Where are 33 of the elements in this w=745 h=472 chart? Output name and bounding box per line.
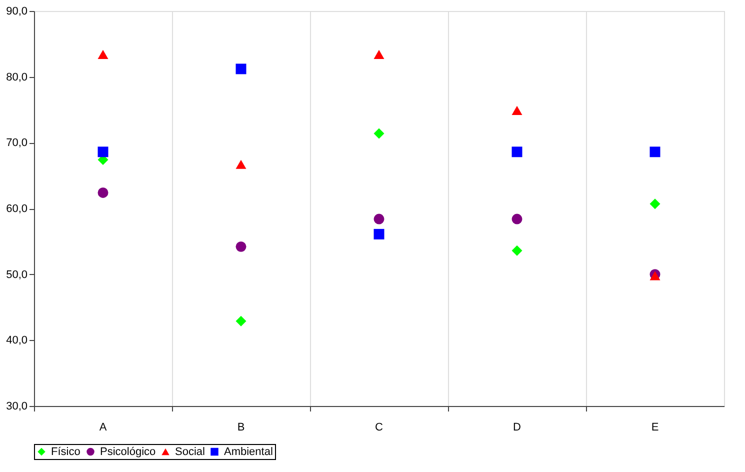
legend-label: Psicológico — [100, 446, 156, 458]
y-tick-label: 70,0 — [6, 137, 28, 150]
point — [374, 50, 384, 59]
point — [98, 187, 108, 198]
y-tick-label: 50,0 — [6, 268, 28, 281]
y-tick-label: 30,0 — [6, 400, 28, 412]
point — [374, 228, 384, 240]
y-tick-label: 60,0 — [6, 203, 28, 215]
point — [236, 64, 246, 74]
legend-label: Social — [175, 446, 205, 458]
x-tick-label: C — [375, 422, 384, 434]
y-tick-label: 40,0 — [6, 334, 28, 347]
point — [512, 106, 522, 115]
point — [236, 241, 246, 252]
point — [98, 146, 108, 158]
x-tick-label: E — [651, 422, 659, 434]
point — [512, 245, 522, 256]
x-tick-label: D — [513, 422, 522, 434]
point — [374, 214, 384, 224]
legend-label: Físico — [51, 446, 80, 458]
point — [512, 214, 522, 224]
y-tick-label: 80,0 — [6, 71, 28, 84]
point — [236, 160, 246, 169]
point — [236, 316, 246, 326]
legend-label: Ambiental — [224, 446, 273, 458]
x-tick-label: B — [237, 422, 245, 434]
point — [374, 128, 384, 139]
y-tick-label: 90,0 — [6, 6, 28, 18]
point — [98, 50, 108, 59]
x-tick-label: A — [99, 422, 108, 434]
point — [650, 146, 660, 158]
point — [512, 146, 522, 158]
point — [650, 198, 660, 210]
